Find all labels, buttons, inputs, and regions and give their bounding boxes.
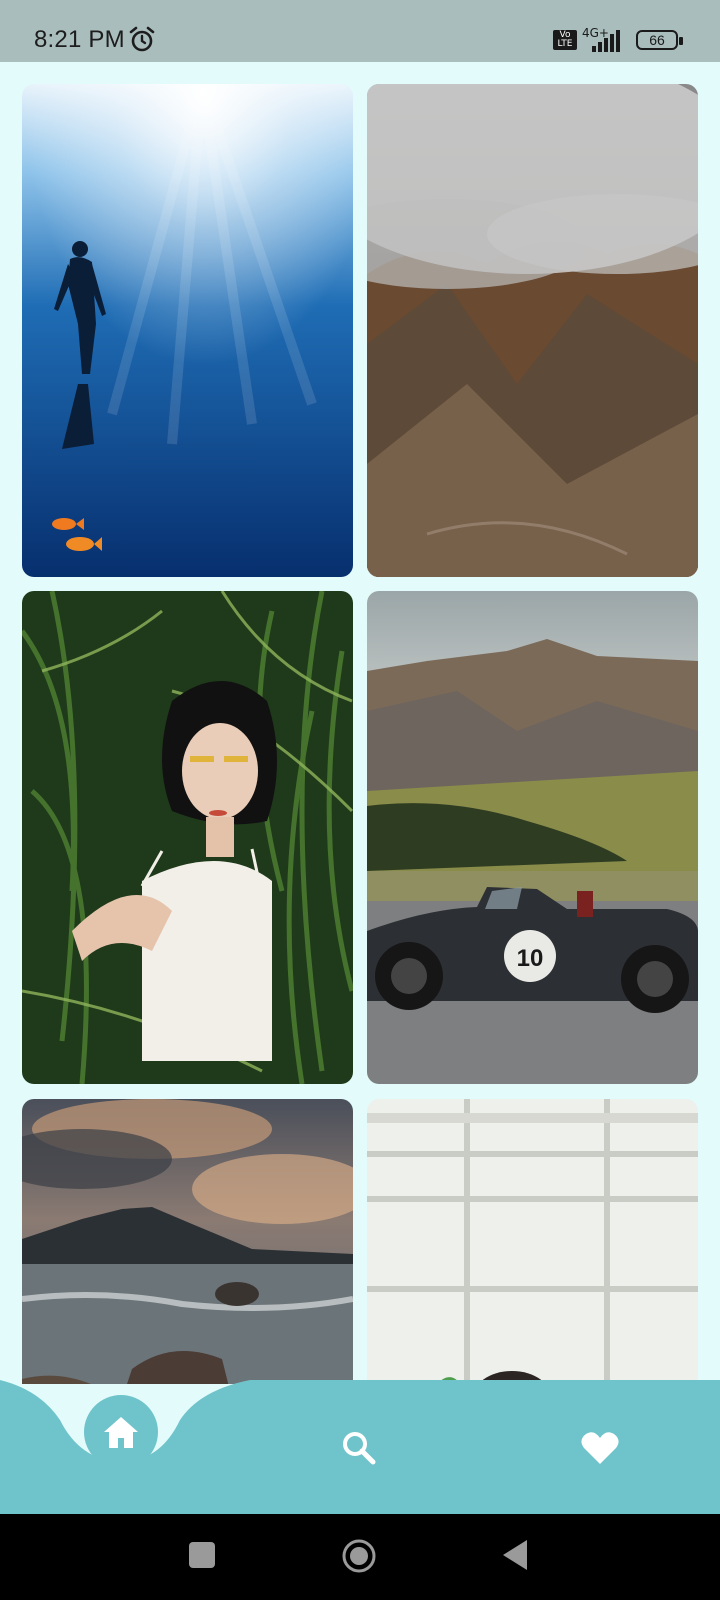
diver-image xyxy=(22,84,353,577)
mountain-image xyxy=(367,84,698,577)
system-navigation-bar xyxy=(0,1514,720,1600)
car-image: 10 xyxy=(367,591,698,1084)
nav-home-button[interactable] xyxy=(84,1395,158,1469)
gallery-card-mountain[interactable] xyxy=(367,84,698,577)
status-bar: 8:21 PM Vo LTE 4G+ 66 xyxy=(0,0,720,62)
window-image xyxy=(367,1099,698,1384)
signal-icon xyxy=(592,30,620,52)
recents-icon[interactable] xyxy=(189,1542,215,1568)
search-icon xyxy=(343,1432,376,1465)
alarm-icon xyxy=(129,26,155,52)
wallpaper-grid[interactable]: 10 xyxy=(0,62,720,1384)
volte-icon: Vo LTE xyxy=(553,30,577,50)
heart-icon xyxy=(581,1432,619,1464)
home-icon xyxy=(104,1417,138,1448)
home-circle-icon[interactable] xyxy=(341,1538,377,1574)
battery-tip xyxy=(679,37,683,45)
gallery-card-car[interactable]: 10 xyxy=(367,591,698,1084)
battery-icon: 66 xyxy=(636,30,678,50)
gallery-card-coast[interactable] xyxy=(22,1099,353,1384)
race-number: 10 xyxy=(517,945,544,972)
gallery-card-woman[interactable] xyxy=(22,591,353,1084)
coast-image xyxy=(22,1099,353,1384)
gallery-card-window[interactable] xyxy=(367,1099,698,1384)
gallery-card-diver[interactable] xyxy=(22,84,353,577)
woman-image xyxy=(22,591,353,1084)
bottom-nav-bar xyxy=(0,1380,720,1514)
nav-favorites-button[interactable] xyxy=(570,1418,630,1478)
network-type: 4G+ xyxy=(582,26,609,40)
nav-search-button[interactable] xyxy=(329,1418,389,1478)
status-time: 8:21 PM xyxy=(34,26,125,53)
back-icon[interactable] xyxy=(503,1540,529,1570)
